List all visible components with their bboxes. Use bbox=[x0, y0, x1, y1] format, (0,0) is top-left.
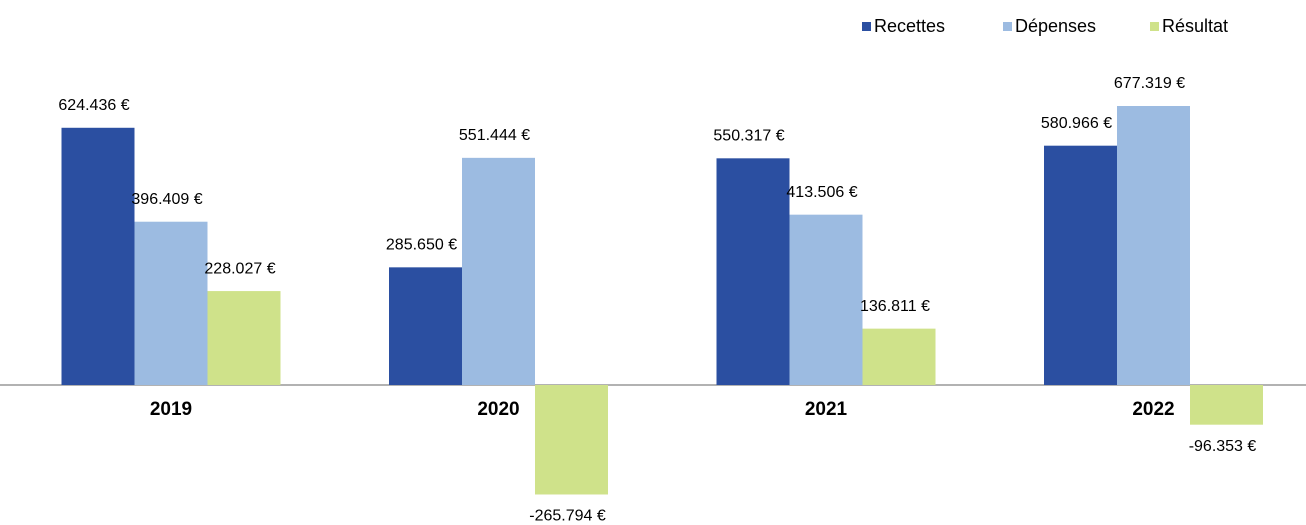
x-tick-label: 2019 bbox=[150, 399, 192, 420]
x-tick-label: 2021 bbox=[805, 399, 848, 420]
value-label: 550.317 € bbox=[713, 128, 784, 145]
x-tick-label: 2022 bbox=[1132, 399, 1174, 420]
value-label: 228.027 € bbox=[204, 260, 275, 277]
legend-swatch bbox=[1150, 22, 1159, 31]
bar bbox=[61, 127, 135, 385]
legend-label: Résultat bbox=[1162, 16, 1228, 36]
bar bbox=[389, 267, 462, 385]
bar bbox=[1117, 106, 1190, 385]
legend-swatch bbox=[1003, 22, 1012, 31]
bar bbox=[134, 221, 208, 385]
bar bbox=[207, 291, 281, 385]
value-label: 677.319 € bbox=[1114, 75, 1185, 92]
bar bbox=[862, 328, 936, 385]
value-label: 551.444 € bbox=[459, 127, 530, 144]
value-label: 136.811 € bbox=[860, 298, 930, 315]
value-label: -265.794 € bbox=[529, 508, 606, 525]
legend-swatch bbox=[862, 22, 871, 31]
bar bbox=[462, 157, 535, 385]
bar bbox=[1044, 145, 1117, 385]
value-label: 396.409 € bbox=[131, 191, 202, 208]
legend-label: Recettes bbox=[874, 16, 945, 36]
value-label: 580.966 € bbox=[1041, 115, 1112, 132]
legend-label: Dépenses bbox=[1015, 16, 1096, 36]
bar bbox=[716, 158, 790, 385]
bar bbox=[1190, 385, 1263, 425]
bar bbox=[789, 214, 863, 385]
value-label: 413.506 € bbox=[786, 184, 857, 201]
value-label: 624.436 € bbox=[58, 97, 129, 114]
x-tick-label: 2020 bbox=[477, 399, 519, 420]
bar bbox=[535, 385, 608, 495]
value-label: -96.353 € bbox=[1189, 438, 1257, 455]
value-label: 285.650 € bbox=[386, 237, 457, 254]
